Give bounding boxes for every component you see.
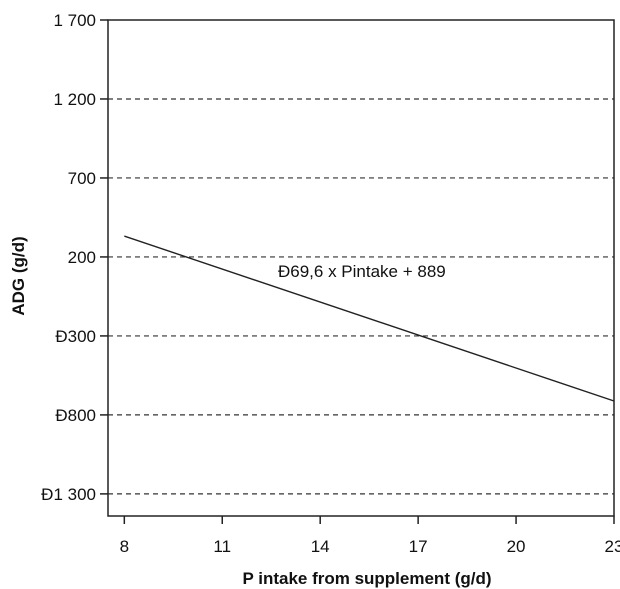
y-tick-label: 1 700 — [53, 11, 96, 30]
plot-frame — [107, 19, 615, 517]
x-axis-title: P intake from supplement (g/d) — [242, 569, 491, 588]
x-tick-label: 8 — [120, 537, 129, 556]
y-tick-label: 700 — [68, 169, 96, 188]
x-axis: 8 11 14 17 20 23 — [120, 516, 620, 556]
x-tick-label: 17 — [409, 537, 428, 556]
regression-line — [124, 235, 615, 402]
x-tick-label: 11 — [213, 537, 231, 556]
grid-layer — [108, 98, 614, 495]
series-layer — [124, 235, 615, 402]
x-tick-label: 23 — [605, 537, 620, 556]
y-tick-label: 1 200 — [53, 90, 96, 109]
y-tick-label: Đ300 — [55, 327, 96, 346]
x-tick-label: 20 — [507, 537, 526, 556]
regression-equation-label: Đ69,6 x Pintake + 889 — [278, 262, 446, 281]
y-axis-title: ADG (g/d) — [9, 236, 28, 315]
y-tick-label: 200 — [68, 248, 96, 267]
y-tick-label: Đ800 — [55, 406, 96, 425]
y-axis: 1 700 1 200 700 200 Đ300 Đ800 Đ1 300 — [41, 11, 108, 504]
y-tick-label: Đ1 300 — [41, 485, 96, 504]
x-tick-label: 14 — [311, 537, 330, 556]
